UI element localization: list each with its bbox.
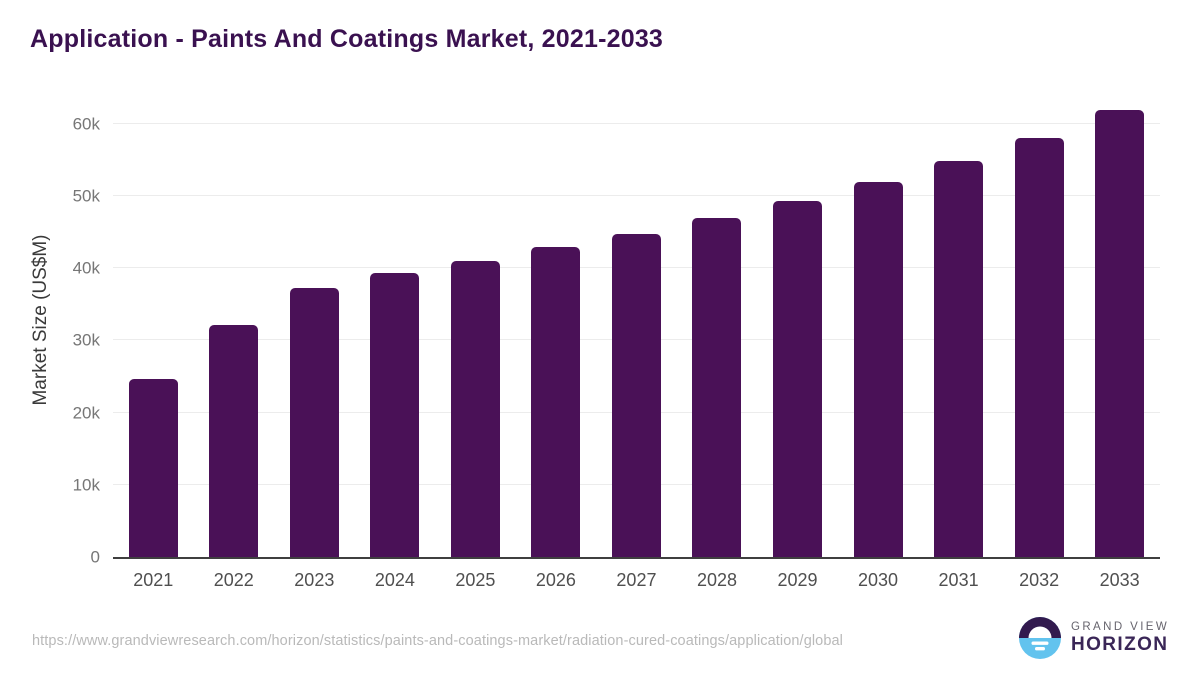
grand-view-horizon-logo: GRAND VIEW HORIZON xyxy=(1018,616,1169,660)
source-url: https://www.grandviewresearch.com/horizo… xyxy=(32,633,843,649)
bar-slot xyxy=(113,95,194,557)
x-axis-label: 2032 xyxy=(1019,570,1060,590)
x-axis-label: 2027 xyxy=(616,570,657,590)
y-axis-tick: 50k xyxy=(72,186,100,206)
x-axis-label: 2028 xyxy=(696,570,737,590)
bar-2024 xyxy=(370,273,420,557)
x-axis-label: 2033 xyxy=(1099,570,1140,590)
bar-2029 xyxy=(773,201,823,557)
bar-2026 xyxy=(531,247,581,557)
y-axis-tick: 20k xyxy=(72,403,100,423)
bar-slot xyxy=(677,95,758,557)
x-axis-label: 2021 xyxy=(133,570,174,590)
x-axis-label: 2030 xyxy=(858,570,899,590)
y-axis-tick: 40k xyxy=(72,258,100,278)
bar-2021 xyxy=(128,379,178,557)
logo-brand-name: GRAND VIEW xyxy=(1071,621,1170,634)
y-axis-tick: 0 xyxy=(90,547,100,567)
x-axis-label: 2029 xyxy=(777,570,818,590)
y-axis-tick: 30k xyxy=(72,330,100,350)
gridline xyxy=(113,122,1160,124)
bar-2033 xyxy=(1095,110,1145,557)
bar-slot xyxy=(516,95,597,557)
x-axis-label: 2024 xyxy=(374,570,415,590)
bar-slot xyxy=(355,95,436,557)
bar-2031 xyxy=(934,161,984,557)
bar-series xyxy=(113,95,1160,557)
y-axis-tick: 60k xyxy=(72,114,100,134)
bar-2022 xyxy=(209,325,259,557)
x-axis-label: 2031 xyxy=(938,570,979,590)
bar-slot xyxy=(1079,95,1160,557)
logo-product-name: HORIZON xyxy=(1071,633,1169,655)
gridline xyxy=(113,195,1160,197)
x-axis-label: 2022 xyxy=(213,570,254,590)
bar-2030 xyxy=(853,182,903,557)
bar-slot xyxy=(757,95,838,557)
bar-slot xyxy=(194,95,275,557)
x-axis-label: 2023 xyxy=(294,570,335,590)
y-axis: 0 10k 20k 30k 40k 50k 60k xyxy=(0,95,100,565)
x-axis-label: 2026 xyxy=(535,570,576,590)
bar-slot xyxy=(435,95,516,557)
bar-slot xyxy=(838,95,919,557)
y-axis-tick: 10k xyxy=(72,475,100,495)
bar-slot xyxy=(274,95,355,557)
x-axis: 2021 2022 2023 2024 2025 2026 2027 2028 2029 2030… xyxy=(113,570,1160,591)
bar-2023 xyxy=(289,288,339,557)
chart-title: Application - Paints And Coatings Market… xyxy=(30,25,664,53)
horizon-logo-icon xyxy=(1019,617,1061,659)
bar-2028 xyxy=(692,217,742,557)
bar-slot xyxy=(918,95,999,557)
bar-slot xyxy=(596,95,677,557)
plot-area xyxy=(113,95,1160,559)
bar-2027 xyxy=(611,233,661,557)
x-axis-label: 2025 xyxy=(455,570,496,590)
logo-text: GRAND VIEW HORIZON xyxy=(1071,620,1169,655)
bar-slot xyxy=(999,95,1080,557)
bar-2032 xyxy=(1014,138,1064,557)
bar-2025 xyxy=(450,261,500,557)
